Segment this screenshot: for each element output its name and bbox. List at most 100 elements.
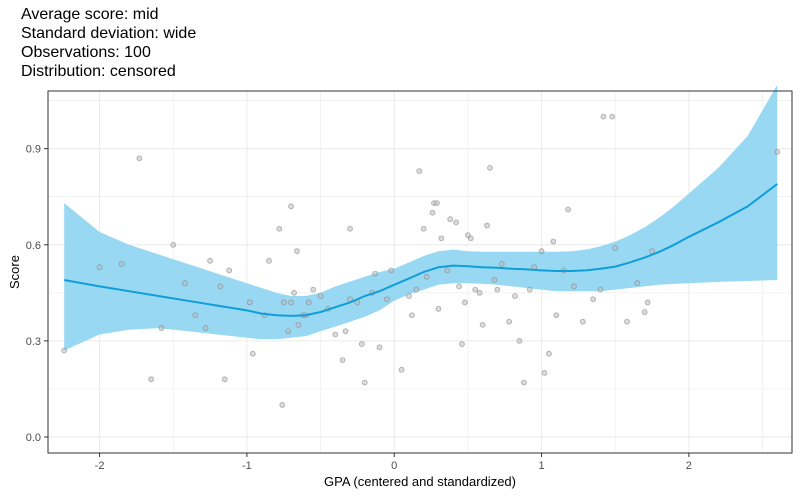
data-point [358,341,365,347]
data-point [491,277,498,283]
data-point [266,257,272,264]
data-point [285,328,292,335]
data-point [217,283,224,290]
data-point [520,379,527,386]
y-tick-label: 0.6 [26,240,41,252]
data-point [546,350,552,357]
x-tick-label: 1 [538,460,544,472]
data-point [221,376,228,383]
data-point [372,270,378,277]
data-point [158,325,165,331]
data-point [416,168,423,174]
y-tick-label: 0.9 [26,144,41,156]
data-point [649,248,655,255]
confidence-band-layer [64,84,778,351]
data-point [498,261,505,267]
data-point [202,325,209,331]
data-point [456,283,462,290]
data-point [61,347,68,354]
data-point [467,235,474,242]
data-point [579,318,586,325]
data-point [479,321,486,328]
data-point [376,344,383,351]
data-point [291,289,297,296]
data-point [434,200,440,207]
data-point [429,209,436,216]
chart-title-block: Average score: mid Standard deviation: w… [21,5,196,81]
data-point [294,248,300,255]
data-point [438,235,445,242]
data-point [279,402,286,408]
data-point [774,148,781,155]
data-point [347,225,353,232]
data-point [472,286,479,293]
data-point [459,341,465,347]
data-point [388,267,395,274]
data-point [310,286,317,293]
data-point [600,113,607,120]
data-point [553,312,560,319]
data-point [406,293,412,299]
data-point [634,280,641,287]
data-point [612,245,619,251]
data-point [644,299,651,306]
x-tick-label: 2 [686,460,692,472]
data-point [339,357,346,363]
data-point [538,248,545,255]
data-point [590,296,597,303]
data-point [295,321,302,328]
data-point [170,241,177,248]
title-line-standard-deviation: Standard deviation: wide [21,25,197,42]
data-point [541,370,548,376]
plot-panel-border [47,90,793,454]
data-point [276,225,283,232]
y-tick-label: 0.3 [26,336,41,348]
data-point [453,219,459,226]
data-point [413,286,420,293]
data-point [398,366,405,373]
data-point [506,318,513,325]
data-point [226,267,233,274]
data-point [462,299,468,306]
data-point [641,309,648,315]
data-point [597,286,604,293]
data-point [476,289,483,296]
data-point [280,299,287,306]
title-line-observations: Observations: 100 [21,44,151,61]
data-point [246,299,253,306]
title-line-average-score: Average score: mid [21,6,159,23]
data-point [305,299,312,306]
data-point [550,238,557,245]
data-point [192,312,199,319]
axis-ticks: -2 -1 0 1 2 0.0 0.3 0.6 0.9 [26,144,692,472]
data-point [444,267,451,274]
data-point [383,296,390,303]
data-point [487,164,493,171]
data-point [447,216,454,223]
data-point [484,222,490,229]
data-point [624,318,630,325]
smooth-line-layer [64,183,778,317]
data-point [207,257,213,264]
data-point [494,286,501,293]
data-point [526,286,533,293]
data-point [516,337,523,344]
data-point [571,283,577,290]
x-axis-title: GPA (centered and standardized) [324,474,516,489]
data-point [342,328,349,335]
data-point [118,261,125,267]
data-point [423,273,430,280]
data-point [361,379,368,386]
data-point [182,280,188,287]
data-point [408,312,415,319]
confidence-band [64,84,778,351]
data-point [565,206,571,213]
data-point [249,350,256,357]
data-point [609,113,616,120]
data-point [420,225,427,232]
y-tick-label: 0.0 [26,432,41,444]
data-point [317,293,324,299]
data-point [148,376,155,383]
data-point [332,331,339,338]
